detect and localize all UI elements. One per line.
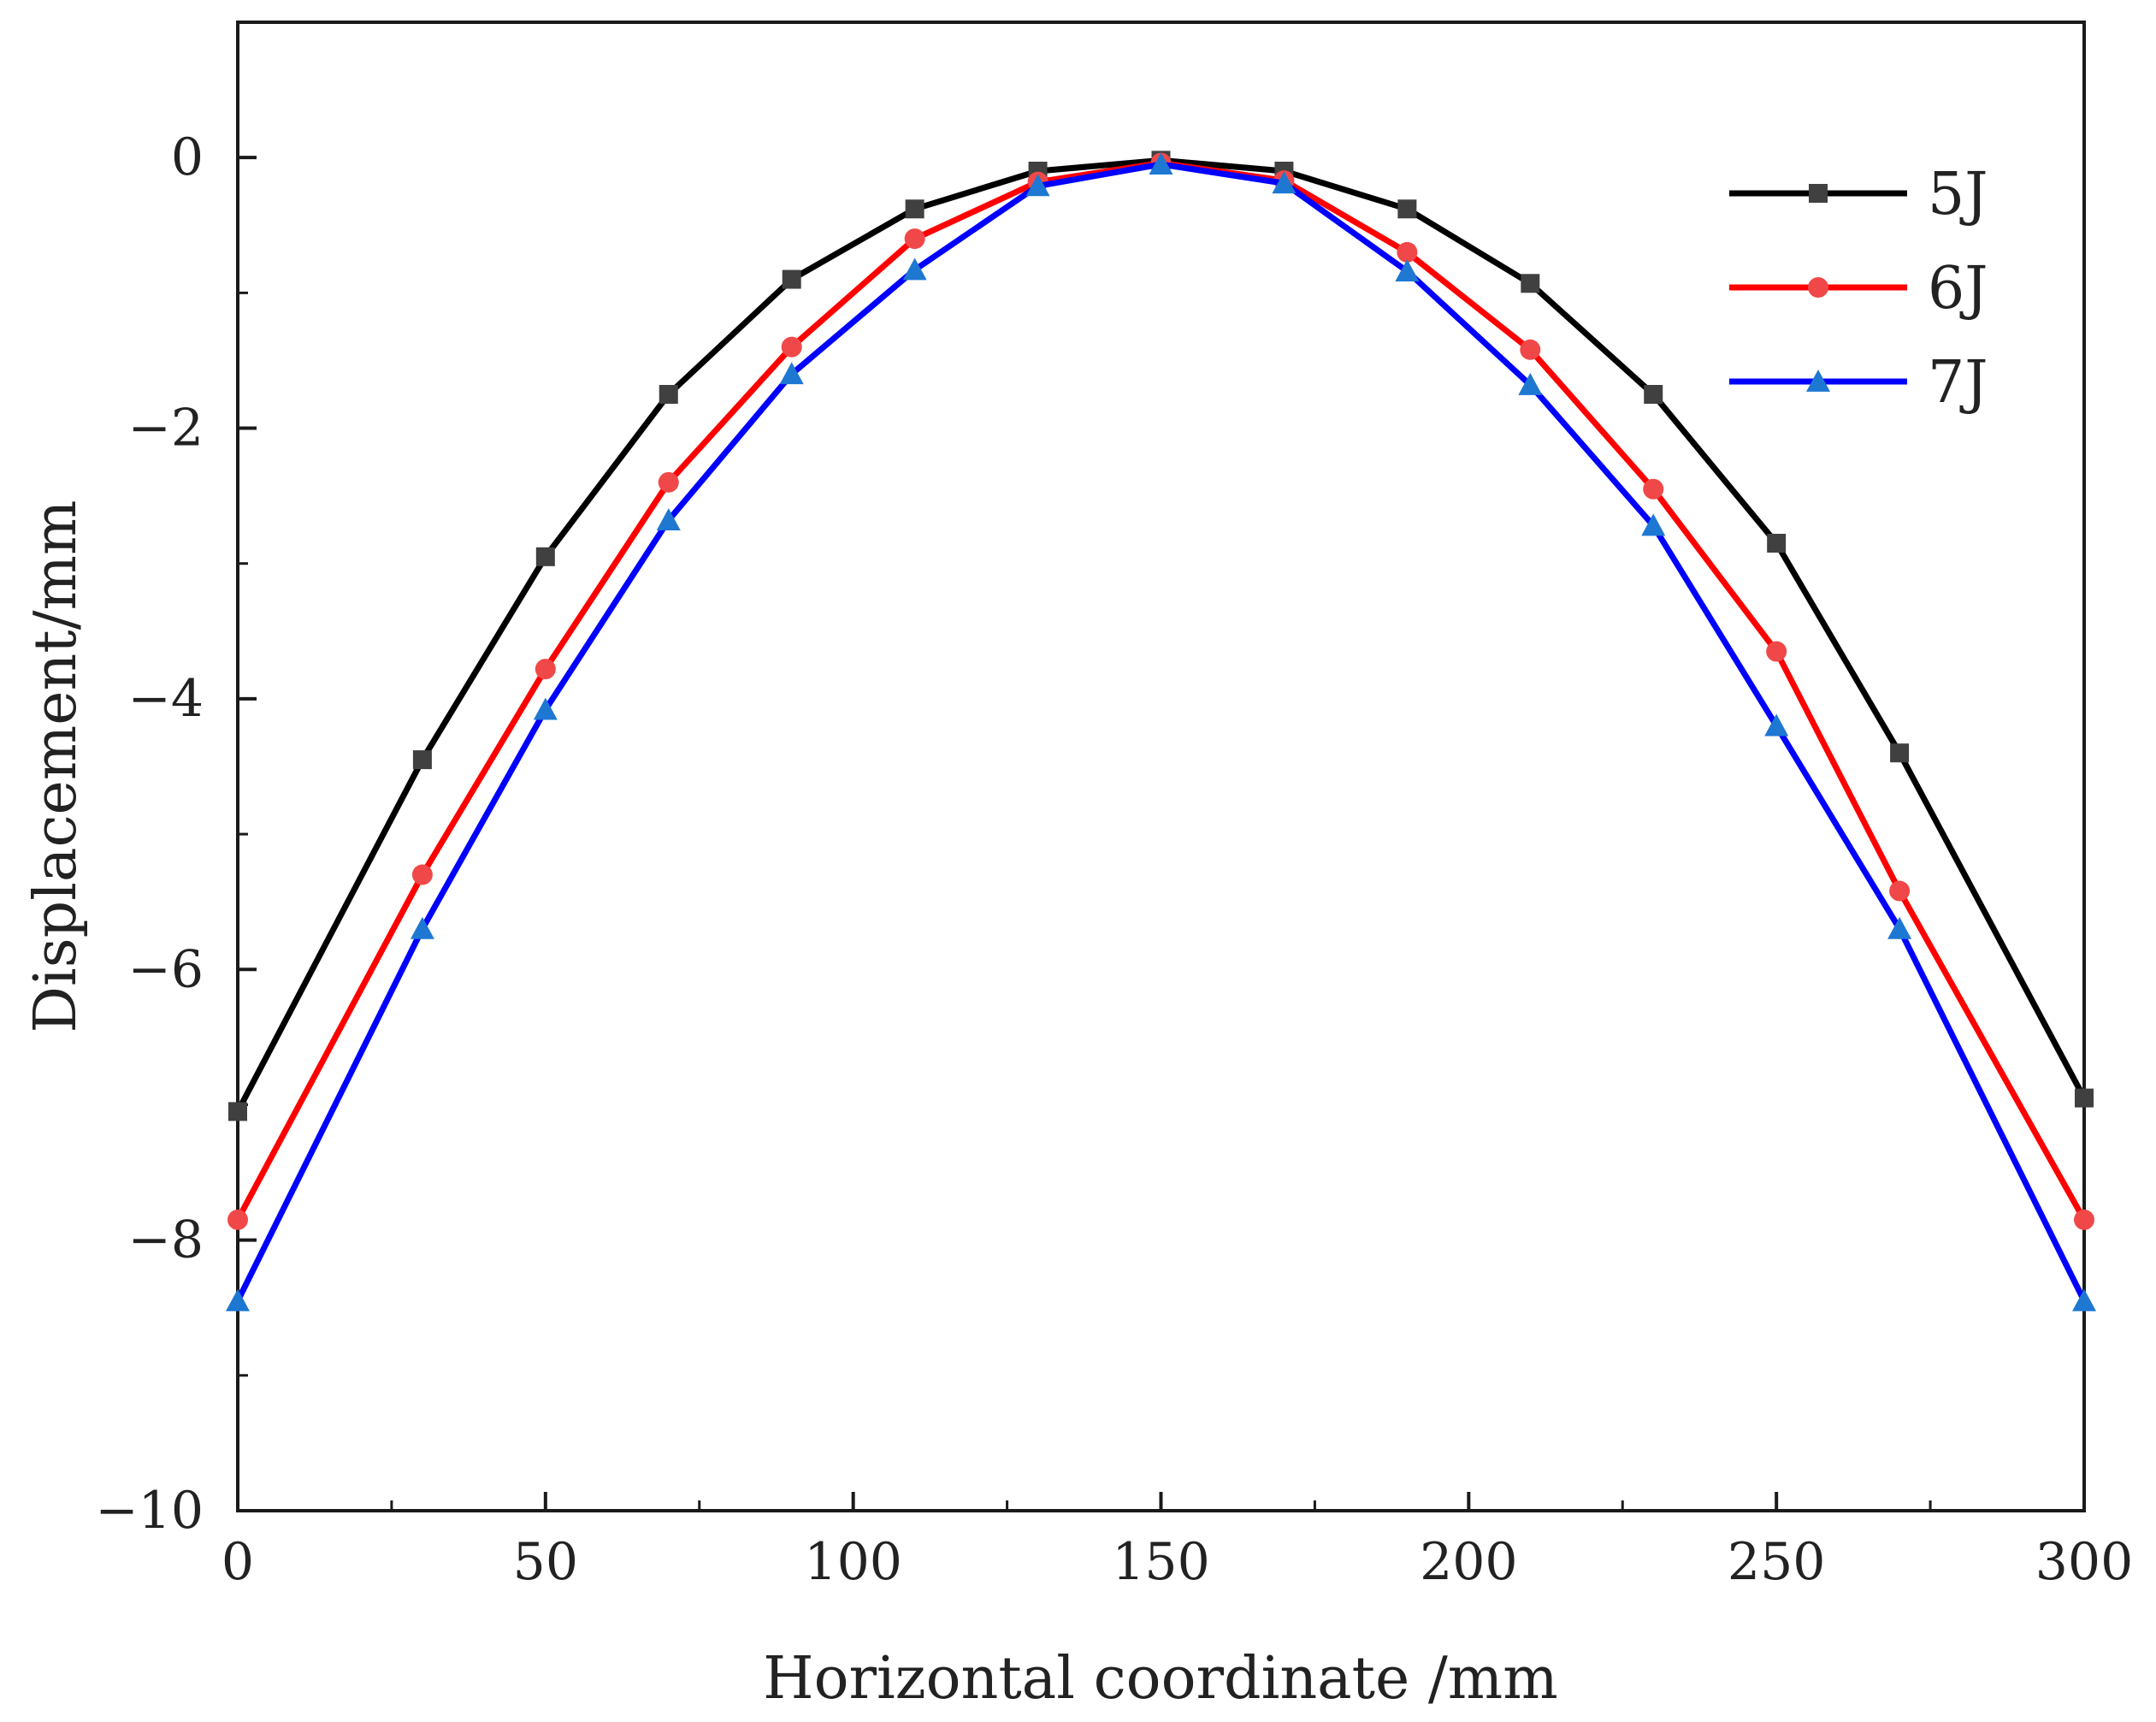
data-point-5j <box>535 547 555 566</box>
data-point-7j <box>656 508 681 531</box>
data-point-5j <box>1397 199 1417 219</box>
x-tick-label: 200 <box>1420 1532 1518 1592</box>
y-tick-label: −2 <box>128 399 204 459</box>
data-point-7j <box>1887 916 1912 939</box>
x-tick-label: 0 <box>222 1532 254 1592</box>
x-tick-label: 300 <box>2035 1532 2134 1592</box>
data-point-7j <box>410 916 434 939</box>
data-point-7j <box>2072 1288 2096 1311</box>
data-point-7j <box>226 1288 250 1311</box>
data-point-7j <box>1272 171 1297 194</box>
data-point-5j <box>1521 274 1540 293</box>
data-point-7j <box>1641 513 1666 536</box>
data-point-6j <box>1397 241 1418 263</box>
x-tick-label: 50 <box>513 1532 578 1592</box>
data-point-7j <box>902 257 927 281</box>
y-tick-label: −6 <box>128 939 204 999</box>
x-axis-title: Horizontal coordinate /mm <box>763 1645 1557 1713</box>
y-tick-label: −4 <box>128 669 204 729</box>
y-axis-title: Displacement/mm <box>22 500 90 1033</box>
data-point-7j <box>1025 174 1050 197</box>
data-point-5j <box>659 385 678 404</box>
legend-label-7j: 7J <box>1928 349 1988 417</box>
data-point-5j <box>782 269 801 289</box>
data-point-5j <box>1767 534 1787 553</box>
legend-marker-7j <box>1806 370 1830 392</box>
x-tick-label: 250 <box>1728 1532 1826 1592</box>
data-point-6j <box>411 864 433 885</box>
x-tick-label: 150 <box>1112 1532 1210 1592</box>
legend-label-5j: 5J <box>1928 161 1988 228</box>
data-point-6j <box>1766 641 1787 662</box>
legend-marker-5j <box>1809 184 1828 203</box>
data-point-6j <box>1889 880 1911 902</box>
legend: 5J 6J 7J <box>1729 161 1988 417</box>
series-line-6j <box>234 160 2088 1222</box>
data-point-7j <box>1395 259 1420 281</box>
data-point-6j <box>535 659 556 680</box>
data-point-5j <box>228 1102 247 1121</box>
legend-marker-6j <box>1808 277 1828 298</box>
data-point-6j <box>1643 478 1664 500</box>
series-line-7j <box>234 161 2088 1303</box>
series-line-5j <box>234 157 2088 1113</box>
data-point-7j <box>1149 152 1173 175</box>
data-point-7j <box>1764 713 1789 737</box>
x-tick-label: 100 <box>804 1532 902 1592</box>
data-point-7j <box>533 697 558 720</box>
data-point-6j <box>1520 339 1541 360</box>
series-layer <box>226 151 2096 1311</box>
y-tick-label: −10 <box>95 1481 204 1541</box>
data-point-7j <box>1518 372 1543 395</box>
data-point-6j <box>781 336 802 358</box>
y-tick-label: 0 <box>171 127 204 187</box>
data-point-5j <box>1890 743 1910 763</box>
data-point-6j <box>904 228 925 250</box>
y-axis: 0 −2 −4 −6 −8 −10 <box>95 127 257 1541</box>
data-point-5j <box>905 199 924 219</box>
x-axis: 0 50 100 150 200 250 300 <box>222 1492 2133 1592</box>
y-tick-label: −8 <box>128 1210 204 1270</box>
data-point-5j <box>1644 385 1663 404</box>
legend-label-6j: 6J <box>1928 255 1988 323</box>
data-point-5j <box>412 750 432 770</box>
data-point-7j <box>779 362 804 385</box>
data-point-5j <box>2075 1088 2094 1108</box>
data-point-6j <box>658 471 679 493</box>
data-point-6j <box>2074 1209 2094 1230</box>
data-point-6j <box>227 1209 248 1230</box>
